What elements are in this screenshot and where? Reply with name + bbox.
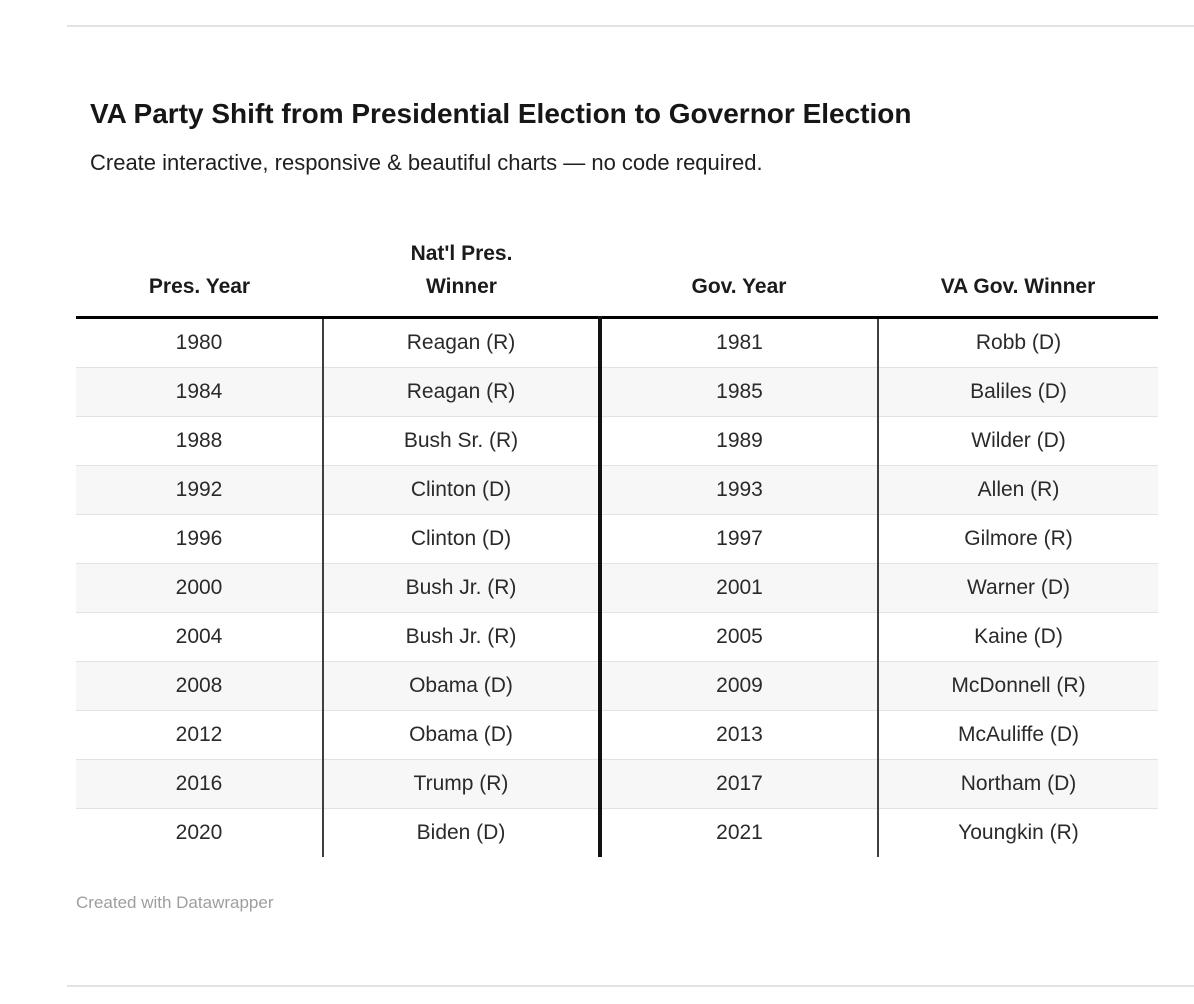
table-row: 1992 Clinton (D) 1993 Allen (R): [76, 465, 1158, 515]
table-cell: 1996: [76, 514, 323, 564]
table-cell: Biden (D): [322, 808, 600, 857]
table-cell: Warner (D): [877, 563, 1158, 613]
table-cell: Reagan (R): [322, 367, 600, 417]
table-cell: 2001: [598, 563, 878, 613]
table-row: 1980 Reagan (R) 1981 Robb (D): [76, 317, 1158, 368]
table-cell: 1988: [76, 416, 323, 466]
column-header-natl-pres-winner: Nat'l Pres. Winner: [323, 237, 600, 319]
table-row: 2012 Obama (D) 2013 McAuliffe (D): [76, 710, 1158, 760]
table-cell: 2009: [598, 661, 878, 711]
table-cell: Obama (D): [322, 661, 600, 711]
table-row: 1988 Bush Sr. (R) 1989 Wilder (D): [76, 416, 1158, 466]
table-cell: Bush Sr. (R): [322, 416, 600, 466]
table-cell: Northam (D): [877, 759, 1158, 809]
table-cell: 2000: [76, 563, 323, 613]
table-row: 2008 Obama (D) 2009 McDonnell (R): [76, 661, 1158, 711]
table-cell: 2017: [598, 759, 878, 809]
table-cell: 2004: [76, 612, 323, 662]
table-cell: 1997: [598, 514, 878, 564]
table-row: 2004 Bush Jr. (R) 2005 Kaine (D): [76, 612, 1158, 662]
table-cell: Kaine (D): [877, 612, 1158, 662]
bottom-divider: [67, 985, 1194, 987]
table-cell: 2008: [76, 661, 323, 711]
column-header-pres-year: Pres. Year: [76, 237, 323, 319]
table-cell: McDonnell (R): [877, 661, 1158, 711]
data-table: Pres. Year Nat'l Pres. Winner Gov. Year …: [76, 237, 1158, 857]
column-header-va-gov-winner: VA Gov. Winner: [878, 237, 1158, 319]
table-row: 2000 Bush Jr. (R) 2001 Warner (D): [76, 563, 1158, 613]
table-cell: McAuliffe (D): [877, 710, 1158, 760]
table-row: 2016 Trump (R) 2017 Northam (D): [76, 759, 1158, 809]
table-cell: Youngkin (R): [877, 808, 1158, 857]
table-cell: Gilmore (R): [877, 514, 1158, 564]
table-cell: Bush Jr. (R): [322, 612, 600, 662]
table-cell: 1993: [598, 465, 878, 515]
table-cell: Allen (R): [877, 465, 1158, 515]
table-cell: 1984: [76, 367, 323, 417]
table-row: 1996 Clinton (D) 1997 Gilmore (R): [76, 514, 1158, 564]
table-cell: 1981: [598, 317, 878, 368]
table-cell: 2005: [598, 612, 878, 662]
table-row: 2020 Biden (D) 2021 Youngkin (R): [76, 808, 1158, 857]
table-cell: Clinton (D): [322, 465, 600, 515]
table-cell: 1992: [76, 465, 323, 515]
table-cell: Bush Jr. (R): [322, 563, 600, 613]
table-cell: 2021: [598, 808, 878, 857]
chart-subtitle: Create interactive, responsive & beautif…: [90, 150, 763, 175]
table-header: Pres. Year Nat'l Pres. Winner Gov. Year …: [76, 237, 1158, 319]
table-cell: Clinton (D): [322, 514, 600, 564]
table-body: 1980 Reagan (R) 1981 Robb (D) 1984 Reagan (R)…: [76, 317, 1158, 857]
chart-title: VA Party Shift from Presidential Electio…: [90, 98, 912, 129]
table-cell: 1985: [598, 367, 878, 417]
table-cell: 2012: [76, 710, 323, 760]
table-header-row: Pres. Year Nat'l Pres. Winner Gov. Year …: [76, 237, 1158, 319]
table-cell: Baliles (D): [877, 367, 1158, 417]
attribution-text: Created with Datawrapper: [76, 893, 274, 912]
table-cell: 1989: [598, 416, 878, 466]
top-divider: [67, 25, 1194, 27]
column-header-gov-year: Gov. Year: [600, 237, 878, 319]
table-cell: Wilder (D): [877, 416, 1158, 466]
table-row: 1984 Reagan (R) 1985 Baliles (D): [76, 367, 1158, 417]
table-cell: 2016: [76, 759, 323, 809]
table-cell: 2013: [598, 710, 878, 760]
table-cell: Obama (D): [322, 710, 600, 760]
table-cell: Trump (R): [322, 759, 600, 809]
table-cell: Robb (D): [877, 317, 1158, 368]
table-cell: 1980: [76, 317, 323, 368]
table-cell: Reagan (R): [322, 317, 600, 368]
table-cell: 2020: [175, 821, 223, 844]
